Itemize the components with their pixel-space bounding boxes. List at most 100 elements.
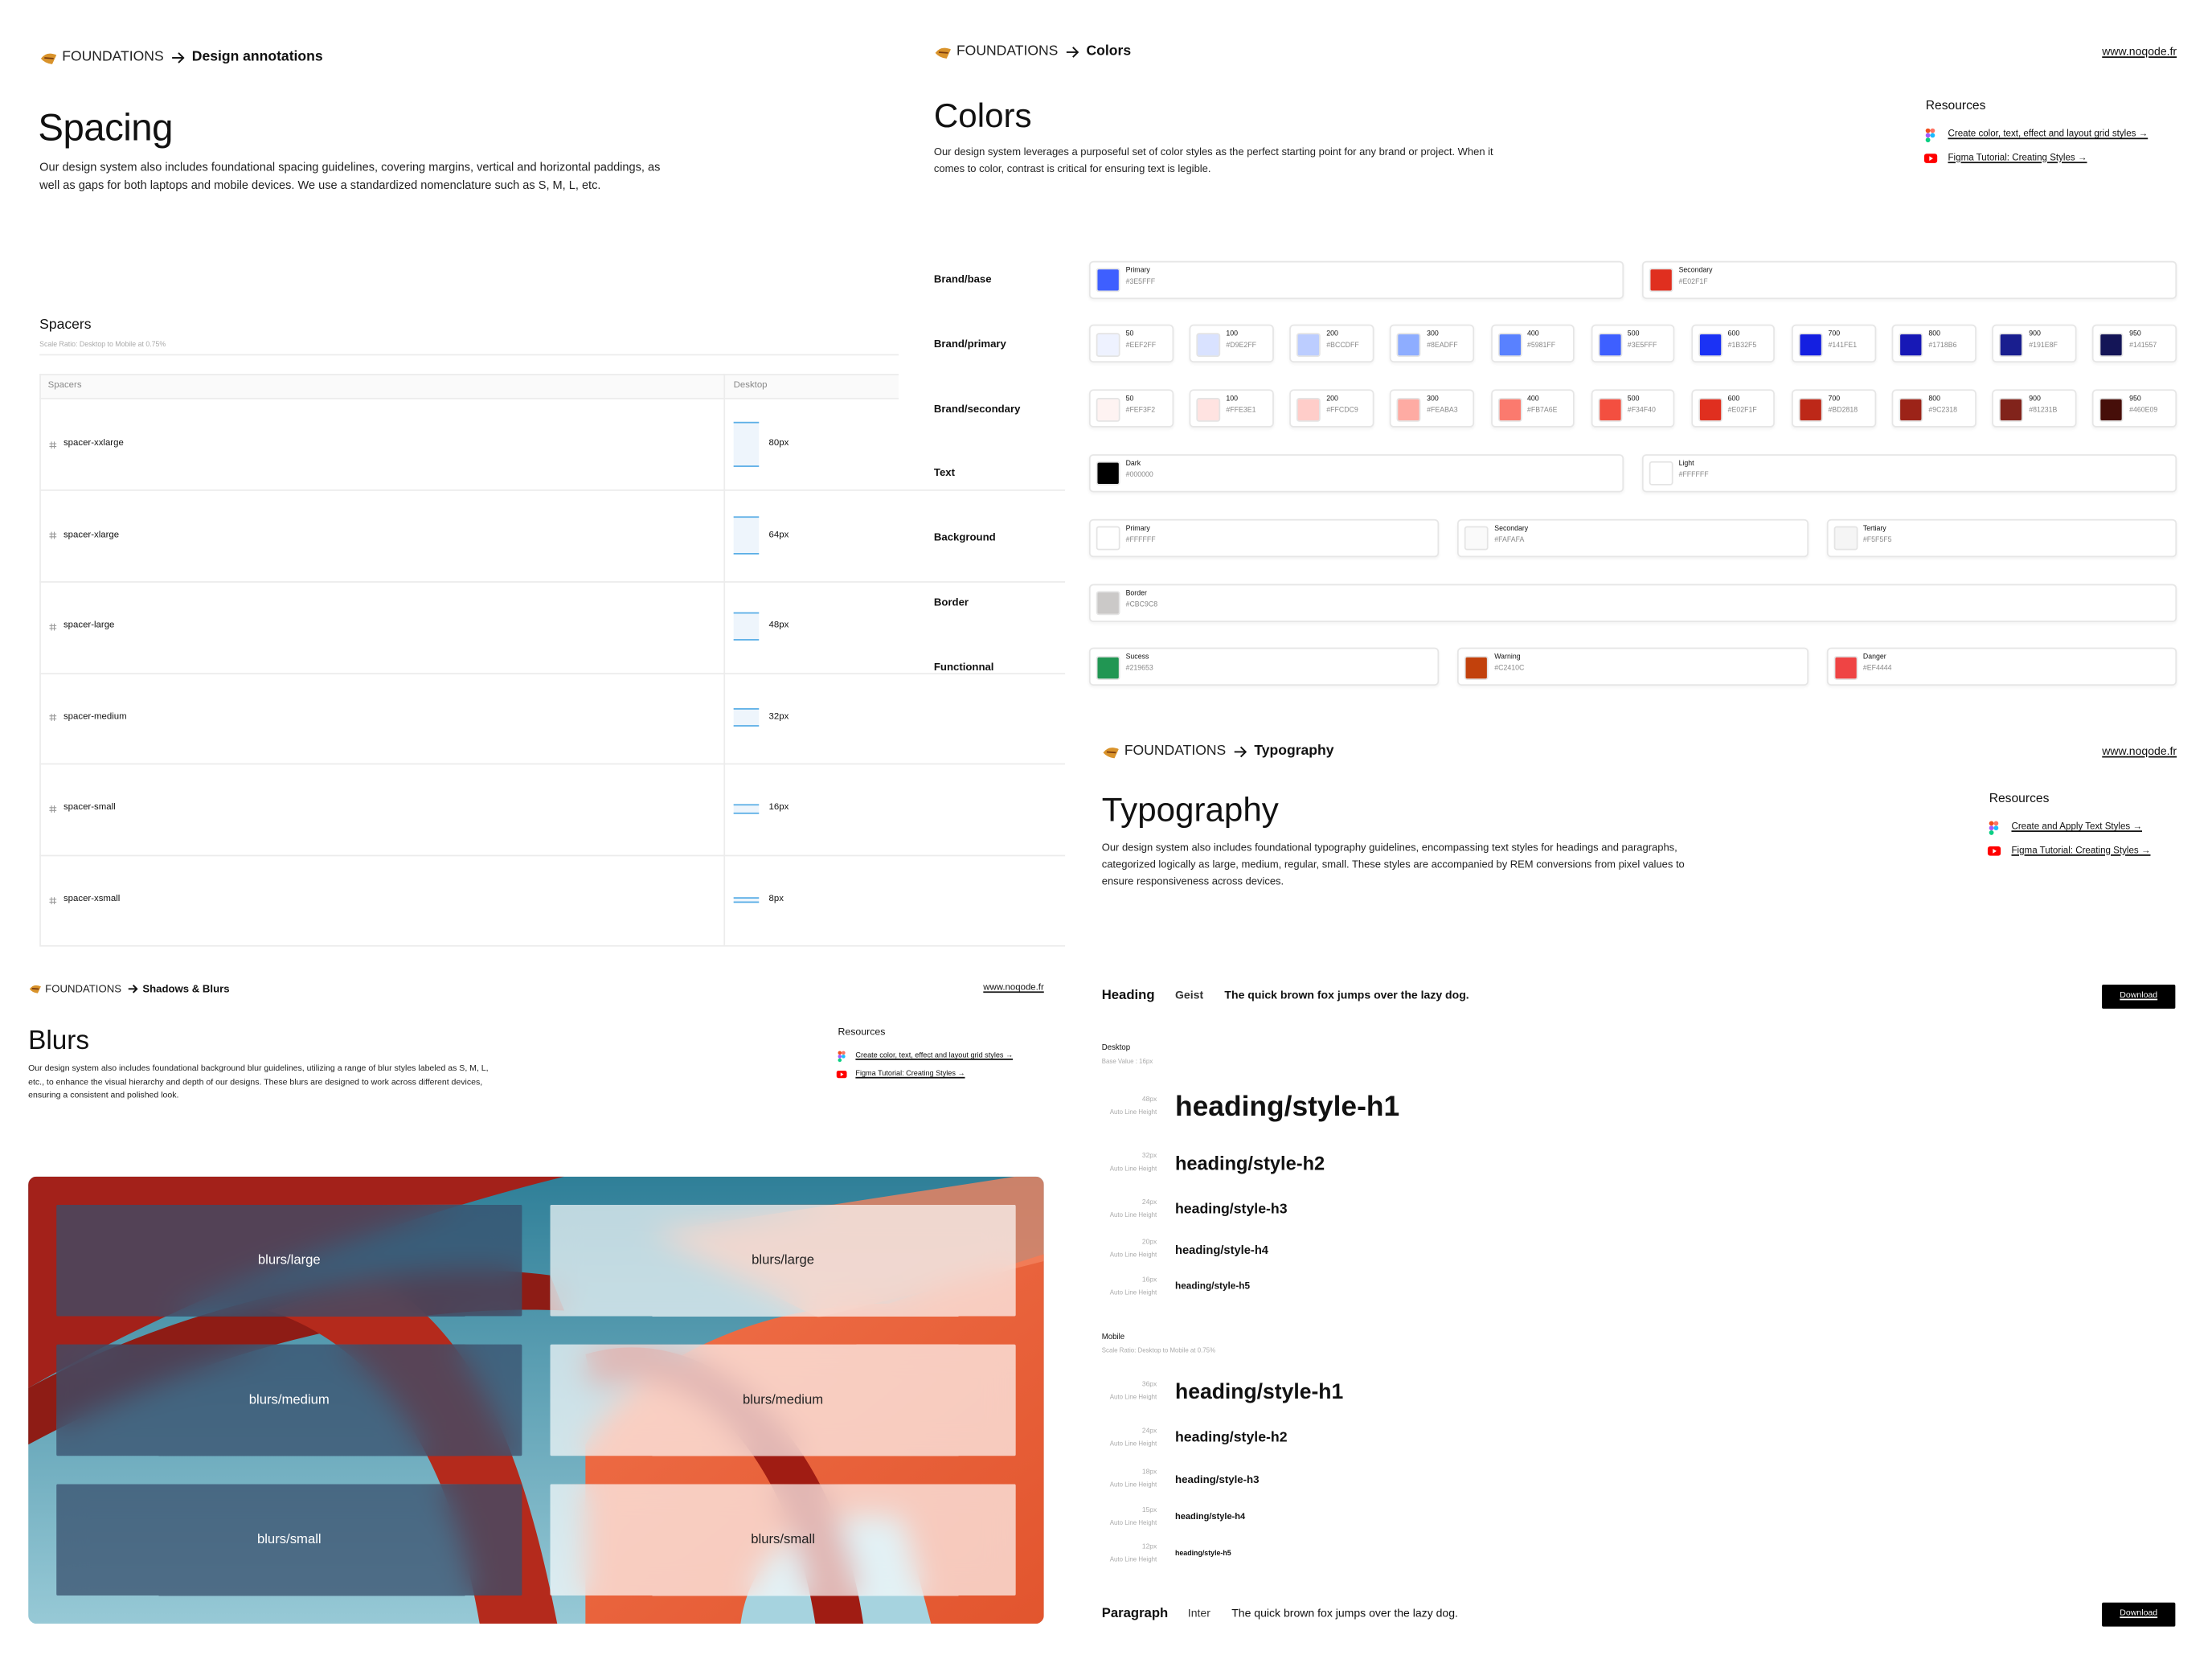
swatch-name: 950 <box>2129 330 2141 339</box>
resource-link[interactable]: Create color, text, effect and layout gr… <box>855 1051 1014 1060</box>
page-description: Our design system also includes foundati… <box>1101 841 1685 887</box>
color-card: 600 #1B32F5 <box>1691 325 1776 363</box>
style-size: 15px <box>1141 1507 1157 1515</box>
group-label: Border <box>933 596 969 608</box>
hash-icon <box>49 623 57 630</box>
color-card: 100 #FFE3E1 <box>1189 389 1274 428</box>
style-size: 18px <box>1141 1469 1157 1477</box>
style-size: 12px <box>1141 1544 1157 1551</box>
swatch-hex: #3E5FFF <box>1125 276 1156 286</box>
hash-icon <box>49 531 57 539</box>
resource-link[interactable]: Create and Apply Text Styles → <box>2011 821 2143 833</box>
download-button[interactable]: Download <box>2102 1601 2176 1626</box>
swatch <box>1798 332 1823 357</box>
swatch-hex: #8EADFF <box>1427 342 1458 350</box>
style-name: heading/style-h1 <box>1174 1380 1344 1405</box>
swatch <box>1999 397 2024 422</box>
blur-tile: blurs/large <box>56 1204 522 1317</box>
download-button[interactable]: Download <box>2102 984 2176 1009</box>
breadcrumb-section: FOUNDATIONS <box>956 43 1059 59</box>
specimen-label: Paragraph <box>1101 1605 1169 1622</box>
site-link[interactable]: www.noqode.fr <box>2102 45 2177 58</box>
spacer-visual <box>733 421 760 468</box>
swatch-hex: #E02F1F <box>1727 406 1757 416</box>
style-size: 16px <box>1141 1277 1157 1285</box>
hash-icon <box>49 440 57 449</box>
hash-icon <box>49 896 57 904</box>
site-link[interactable]: www.noqode.fr <box>2102 744 2177 758</box>
swatch-name: Secondary <box>1494 524 1529 533</box>
spacer-visual <box>733 897 760 903</box>
color-card: 800 #9C2318 <box>1891 389 1976 428</box>
resources-title: Resources <box>838 1027 886 1038</box>
swatch-name: 50 <box>1125 330 1134 339</box>
color-card: 50 #EEF2FF <box>1088 325 1174 363</box>
swatch-name: 500 <box>1627 330 1640 339</box>
swatch <box>1597 332 1622 357</box>
swatch-hex: #E02F1F <box>1678 276 1708 286</box>
swatch-hex: #BCCDFF <box>1326 342 1359 350</box>
swatch-name: 400 <box>1526 330 1539 339</box>
swatch <box>1296 332 1321 357</box>
style-line-height: Auto Line Height <box>1109 1555 1157 1563</box>
style-size: 36px <box>1141 1382 1157 1390</box>
spacer-size: 32px <box>768 711 789 722</box>
swatch <box>1196 332 1221 357</box>
color-card: 500 #F34F40 <box>1591 389 1675 428</box>
color-card: Border #CBC9C8 <box>1088 583 2177 622</box>
swatch <box>1597 397 1622 422</box>
swatch-hex: #FEF3F2 <box>1125 406 1156 416</box>
resource-link[interactable]: Figma Tutorial: Creating Styles → <box>1948 153 2087 163</box>
swatch-name: 800 <box>1928 395 1941 404</box>
spacer-name: spacer-xlarge <box>63 529 120 540</box>
spacer-visual <box>733 708 760 727</box>
swatch-name: 600 <box>1727 330 1740 339</box>
swatch-hex: #5981FF <box>1526 342 1556 350</box>
swatch-name: 200 <box>1326 330 1338 339</box>
swatch <box>1096 461 1120 486</box>
row-divider <box>39 945 1066 948</box>
swatch-hex: #81231B <box>2029 406 2058 416</box>
color-card: Secondary #E02F1F <box>1641 260 2177 299</box>
resource-link[interactable]: Figma Tutorial: Creating Styles → <box>855 1069 965 1078</box>
color-card: 400 #FB7A6E <box>1490 389 1575 428</box>
color-card: 600 #E02F1F <box>1691 389 1776 428</box>
row-divider <box>39 763 1066 765</box>
swatch-hex: #1718B6 <box>1928 342 1957 350</box>
site-link[interactable]: www.noqode.fr <box>983 982 1044 993</box>
color-card: 400 #5981FF <box>1490 325 1575 363</box>
swatch-hex: #1B32F5 <box>1727 342 1757 350</box>
spacer-visual <box>733 612 760 641</box>
swatch <box>1899 332 1923 357</box>
swatch <box>2099 332 2124 357</box>
swatch-hex: #D9E2FF <box>1226 342 1256 350</box>
swatch-name: 900 <box>2029 395 2041 404</box>
swatch <box>1497 397 1522 422</box>
color-card: Sucess #219653 <box>1088 648 1440 686</box>
style-line-height: Auto Line Height <box>1109 1211 1157 1219</box>
color-card: Tertiary #F5F5F5 <box>1826 518 2177 557</box>
color-card: Light #FFFFFF <box>1641 453 2177 493</box>
row-divider <box>39 490 1066 492</box>
breadcrumb-page: Design annotations <box>191 49 323 65</box>
swatch-hex: #191E8F <box>2029 342 2058 350</box>
swatch <box>1649 268 1673 293</box>
resource-link[interactable]: Figma Tutorial: Creating Styles → <box>2011 845 2151 856</box>
swatch <box>1497 332 1522 357</box>
color-card: 300 #FEABA3 <box>1390 389 1475 428</box>
specimen-sample: The quick brown fox jumps over the lazy … <box>1231 1607 1458 1620</box>
section-title: Mobile <box>1101 1333 1125 1342</box>
hash-icon <box>49 805 57 813</box>
resource-link[interactable]: Create color, text, effect and layout gr… <box>1948 129 2149 140</box>
color-card: Dark #000000 <box>1088 453 1624 493</box>
swatch <box>1096 526 1120 551</box>
style-size: 48px <box>1141 1096 1157 1104</box>
group-label: Brand/base <box>933 272 992 285</box>
resources-title: Resources <box>1925 98 1986 113</box>
swatch-name: Light <box>1678 459 1694 469</box>
youtube-icon <box>1988 846 2001 857</box>
color-card: 950 #460E09 <box>2092 389 2177 428</box>
swatch-hex: #FFE3E1 <box>1226 406 1256 416</box>
page-description: Our design system also includes foundati… <box>28 1065 489 1101</box>
swatch-hex: #000000 <box>1125 471 1153 480</box>
